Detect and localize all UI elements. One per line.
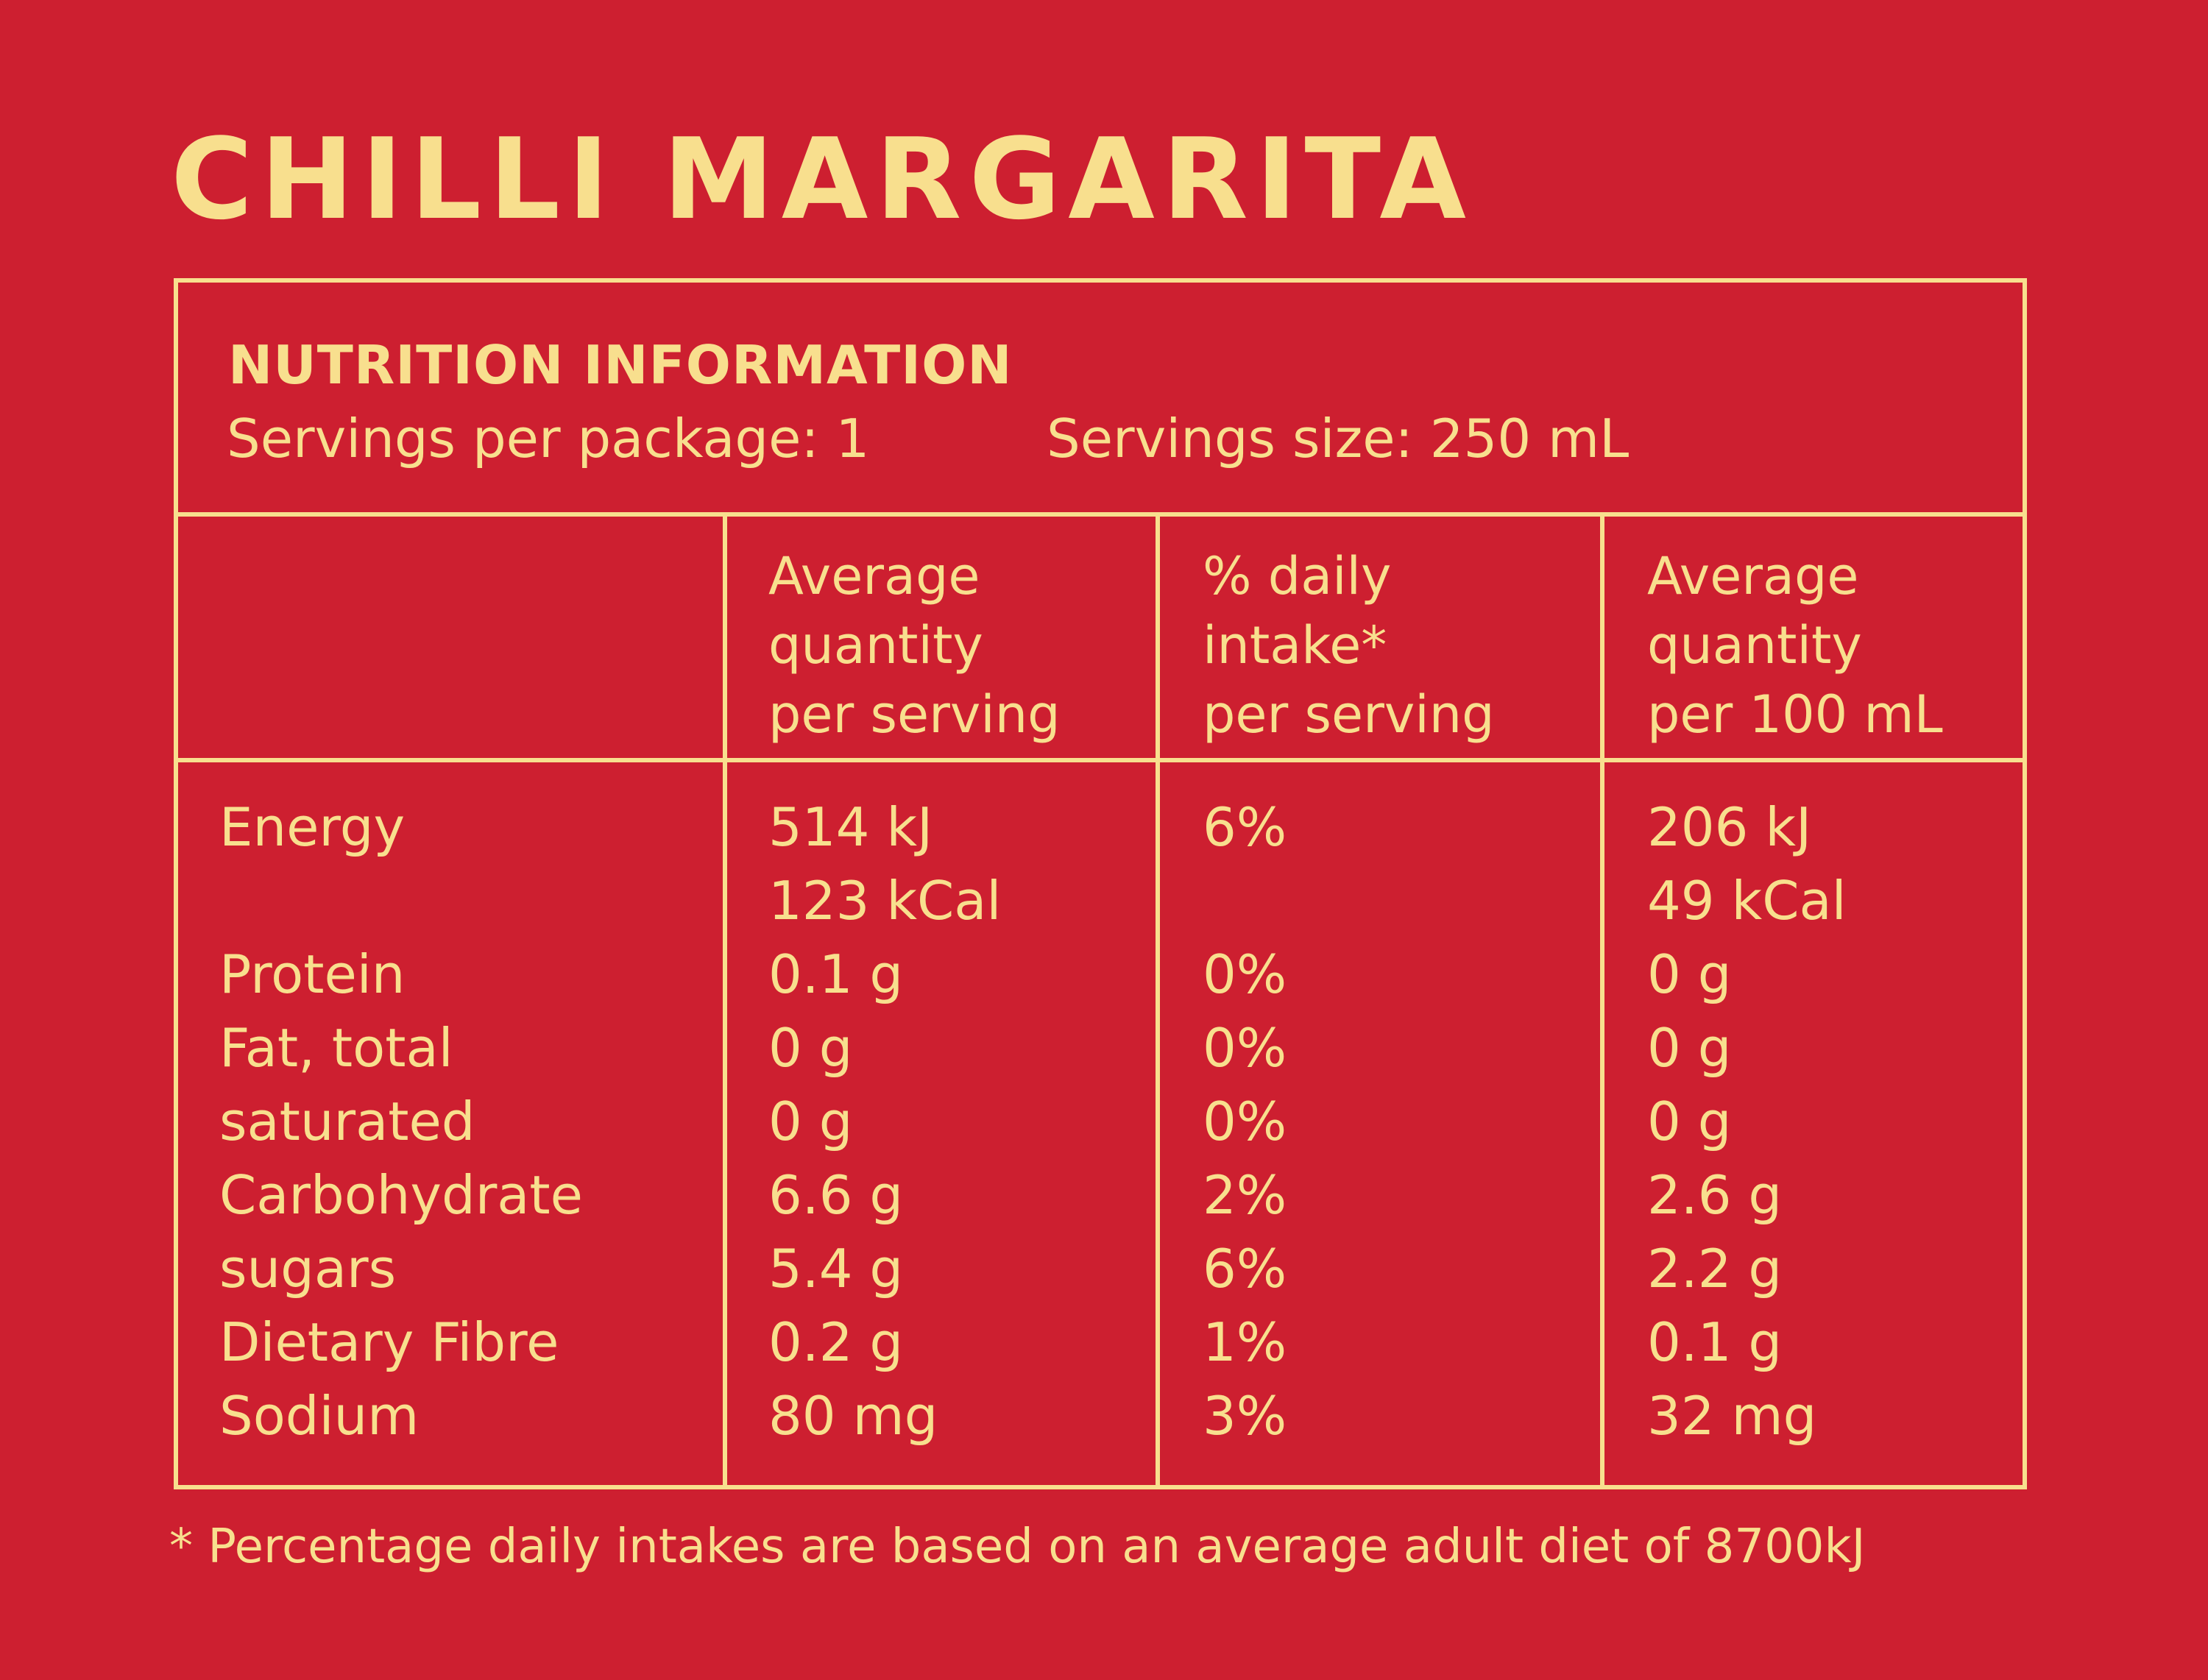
per-100ml-value: 206 kJ (1647, 796, 1812, 858)
per-serving-value: 514 kJ (768, 796, 933, 858)
column-header-per-serving: Average quantity per serving (768, 542, 1061, 749)
servings-per-package: Servings per package: 1 (227, 408, 870, 469)
nutrient-name: Fat, total (219, 1017, 453, 1079)
column-divider (1156, 512, 1160, 1489)
daily-intake-value: 0% (1203, 943, 1287, 1005)
nutrient-name: Protein (219, 943, 406, 1005)
per-100ml-value: 0 g (1647, 1017, 1732, 1079)
header-row-divider (178, 758, 2023, 762)
daily-intake-value: 3% (1203, 1385, 1287, 1447)
per-100ml-value: 0 g (1647, 943, 1732, 1005)
nutrition-panel: NUTRITION INFORMATION Servings per packa… (174, 278, 2027, 1489)
per-100ml-value: 32 mg (1647, 1385, 1817, 1447)
daily-intake-value: 1% (1203, 1311, 1287, 1373)
footnote: * Percentage daily intakes are based on … (169, 1520, 1866, 1574)
per-serving-value: 80 mg (768, 1385, 938, 1447)
per-serving-value: 0.1 g (768, 943, 904, 1005)
column-header-line: Average (768, 546, 980, 606)
per-serving-value: 0.2 g (768, 1311, 904, 1373)
per-serving-value: 6.6 g (768, 1164, 904, 1226)
per-100ml-value: 2.6 g (1647, 1164, 1783, 1226)
column-header-line: intake* (1203, 615, 1387, 676)
column-header-line: quantity (1647, 615, 1862, 676)
column-header-daily-intake: % daily intake* per serving (1203, 542, 1495, 749)
per-serving-value: 0 g (768, 1017, 853, 1079)
column-header-line: per serving (1203, 684, 1495, 745)
column-header-line: per serving (768, 684, 1061, 745)
nutrient-name: Dietary Fibre (219, 1311, 559, 1373)
daily-intake-value: 2% (1203, 1164, 1287, 1226)
nutrient-name: Sodium (219, 1385, 420, 1447)
per-serving-value: 0 g (768, 1091, 853, 1152)
nutrient-name: Energy (219, 796, 406, 858)
daily-intake-value: 6% (1203, 796, 1287, 858)
per-100ml-value: 49 kCal (1647, 870, 1847, 932)
nutrition-header: NUTRITION INFORMATION Servings per packa… (178, 283, 2023, 517)
nutrient-name: sugars (219, 1238, 397, 1300)
nutrient-name: saturated (219, 1091, 475, 1152)
daily-intake-value: 0% (1203, 1091, 1287, 1152)
per-serving-value: 123 kCal (768, 870, 1002, 932)
nutrition-information-heading: NUTRITION INFORMATION (228, 334, 1013, 396)
column-header-line: % daily (1203, 546, 1392, 606)
column-header-line: per 100 mL (1647, 684, 1943, 745)
product-title: CHILLI MARGARITA (171, 114, 1473, 244)
column-header-line: quantity (768, 615, 983, 676)
column-divider (1600, 512, 1604, 1489)
per-serving-value: 5.4 g (768, 1238, 904, 1300)
column-header-line: Average (1647, 546, 1859, 606)
nutrient-name: Carbohydrate (219, 1164, 583, 1226)
per-100ml-value: 0.1 g (1647, 1311, 1783, 1373)
per-100ml-value: 2.2 g (1647, 1238, 1783, 1300)
column-header-per-100ml: Average quantity per 100 mL (1647, 542, 1943, 749)
column-divider (723, 512, 727, 1489)
daily-intake-value: 0% (1203, 1017, 1287, 1079)
per-100ml-value: 0 g (1647, 1091, 1732, 1152)
daily-intake-value: 6% (1203, 1238, 1287, 1300)
servings-size: Servings size: 250 mL (1047, 408, 1630, 469)
